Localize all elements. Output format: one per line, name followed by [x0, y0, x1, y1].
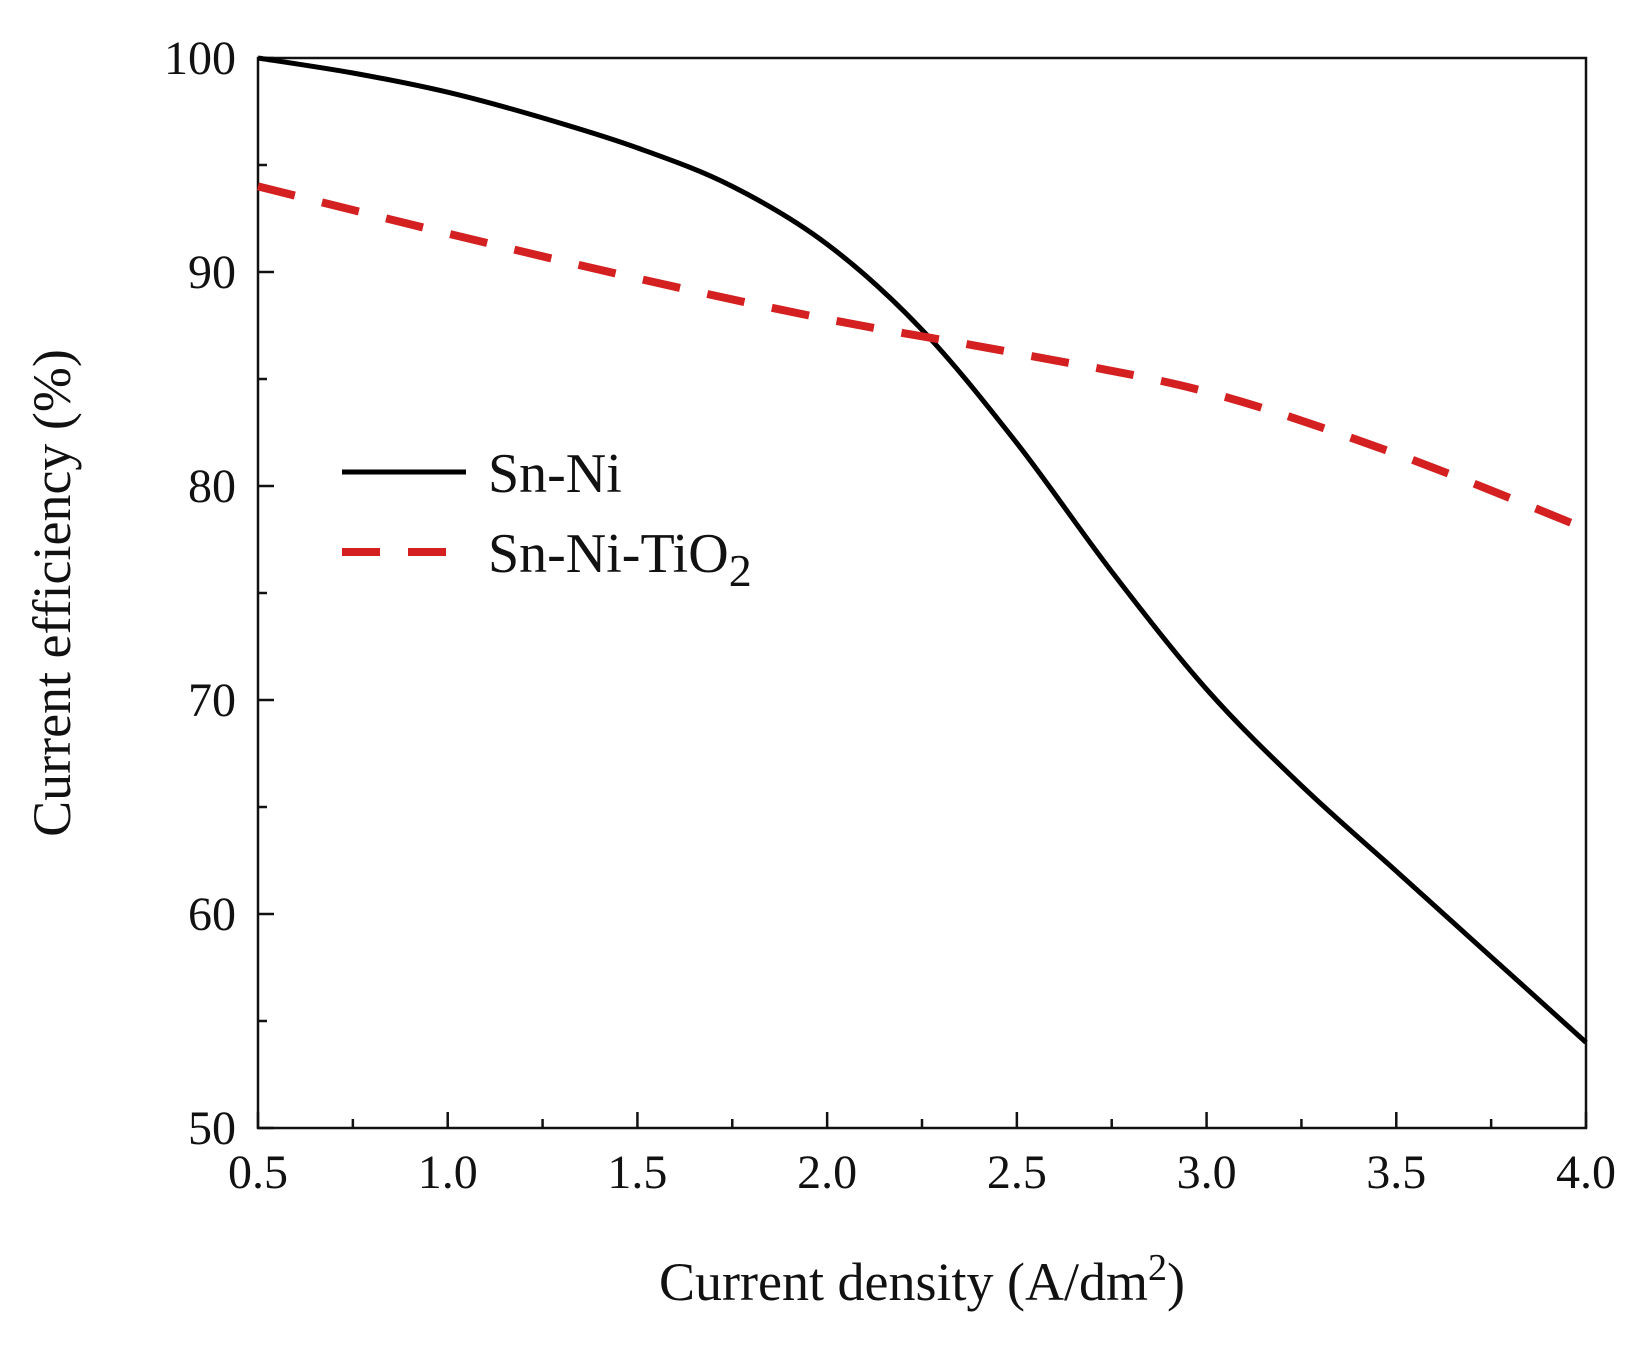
- x-tick-label: 2.0: [797, 1146, 857, 1199]
- x-tick-label: 1.0: [418, 1146, 478, 1199]
- axis-titles: Current density (A/dm2) Current efficienc…: [22, 349, 1185, 1312]
- x-tick-label: 2.5: [987, 1146, 1047, 1199]
- y-axis-title: Current efficiency (%): [22, 349, 82, 837]
- series-layer: [257, 55, 1588, 1045]
- series-line-sn-ni: [257, 55, 1588, 1045]
- axes: 0.5 1.0 1.5 2.0 2.5 3.0 3.5 4.0 50 60 70 80 90 100: [164, 32, 1616, 1199]
- x-tick-label: 3.5: [1366, 1146, 1426, 1199]
- x-tick-label: 4.0: [1556, 1146, 1616, 1199]
- y-tick-label: 70: [188, 674, 236, 727]
- y-tick-label: 90: [188, 246, 236, 299]
- legend-label: Sn-Ni: [488, 443, 622, 505]
- y-tick-label: 100: [164, 32, 236, 85]
- plot-frame: [256, 56, 1588, 1130]
- x-axis-title: Current density (A/dm2): [659, 1247, 1185, 1312]
- y-tick-label: 50: [188, 1102, 236, 1155]
- x-tick-label: 3.0: [1177, 1146, 1237, 1199]
- legend: Sn-Ni Sn-Ni-TiO2: [342, 443, 752, 596]
- y-tick-label: 60: [188, 888, 236, 941]
- y-tick-label: 80: [188, 460, 236, 513]
- series-line-sn-ni-tio2: [257, 182, 1588, 533]
- legend-label: Sn-Ni-TiO2: [488, 523, 752, 596]
- x-tick-label: 1.5: [607, 1146, 667, 1199]
- x-tick-label: 0.5: [228, 1146, 288, 1199]
